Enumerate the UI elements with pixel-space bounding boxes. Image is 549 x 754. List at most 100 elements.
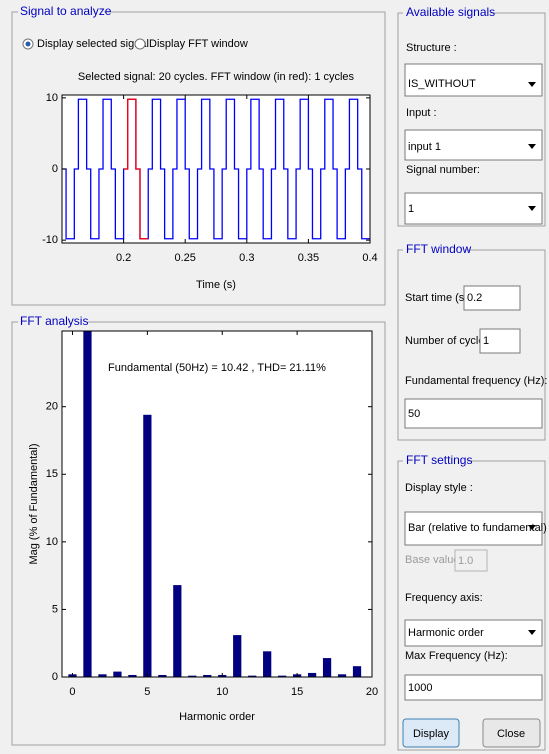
- text-input[interactable]: [404, 398, 543, 429]
- label: Base value:: [405, 554, 462, 566]
- input-value: 50: [408, 408, 420, 420]
- panel-title: FFT window: [406, 242, 471, 256]
- title-gap: [403, 454, 467, 468]
- chart-title: Selected signal: 20 cycles. FFT window (…: [78, 71, 355, 83]
- bar: [98, 674, 107, 677]
- input-value: 1.0: [458, 555, 473, 567]
- y-tick-label: 0: [52, 671, 58, 683]
- label: Number of cycles:: [405, 335, 493, 347]
- bar: [307, 672, 317, 677]
- input-value: 1000: [408, 682, 432, 694]
- text-input[interactable]: [479, 328, 521, 354]
- bar: [128, 674, 137, 677]
- plot-area: [62, 331, 372, 677]
- label: Frequency axis:: [405, 592, 483, 604]
- radio-label[interactable]: Display selected signal: [37, 38, 149, 50]
- axes-box: [61, 330, 373, 678]
- y-tick-label: -10: [42, 234, 58, 246]
- bar: [248, 675, 257, 677]
- dropdown-arrow: [528, 525, 536, 530]
- dropdown[interactable]: [404, 63, 543, 97]
- label: Display style :: [405, 482, 473, 494]
- button-label[interactable]: Display: [413, 728, 450, 740]
- button-label[interactable]: Close: [497, 728, 525, 740]
- x-tick-label: 0: [69, 686, 75, 698]
- signal-line: [62, 98, 370, 240]
- bar: [233, 635, 242, 677]
- signal-plot: 0.2 0.25 0.3 0.35 0.4 -10 0 10 Selected signal: …: [42, 71, 378, 291]
- y-tick-label: 10: [46, 536, 58, 548]
- plot-clip: [62, 98, 370, 240]
- y-tick-label: 0: [52, 163, 58, 175]
- panel-title: Available signals: [406, 5, 495, 19]
- panel-title: Signal to analyze: [20, 4, 112, 18]
- x-axis-label: Harmonic order: [179, 711, 255, 723]
- panel-frame: [397, 249, 546, 441]
- panel-frame: [11, 11, 386, 306]
- dropdown-value: Bar (relative to fundamental): [408, 522, 547, 534]
- chart-title: Fundamental (50Hz) = 10.42 , THD= 21.11%: [108, 362, 326, 374]
- button[interactable]: [482, 718, 541, 748]
- dropdown-arrow: [528, 144, 536, 149]
- bar: [188, 675, 197, 677]
- bar: [263, 651, 272, 677]
- bar: [173, 585, 182, 677]
- dropdown-value: 1: [408, 203, 414, 215]
- text-input[interactable]: [463, 285, 521, 311]
- signal-line: [123, 98, 149, 240]
- bar: [203, 674, 212, 677]
- bar: [322, 658, 332, 677]
- dropdown[interactable]: [404, 129, 543, 161]
- dropdown-arrow: [528, 82, 536, 87]
- dropdown[interactable]: [404, 192, 543, 225]
- label: Input :: [406, 107, 437, 119]
- x-tick-label: 15: [291, 686, 303, 698]
- title-gap: [18, 5, 104, 19]
- y-tick-label: 20: [46, 401, 58, 413]
- label: Max Frequency (Hz):: [405, 650, 508, 662]
- label: Structure :: [406, 42, 457, 54]
- bar: [337, 674, 347, 677]
- x-tick-label: 0.35: [298, 252, 319, 264]
- bar: [113, 671, 122, 677]
- input-value: 1: [483, 335, 489, 347]
- label: Start time (s):: [405, 292, 471, 304]
- dropdown-arrow: [528, 630, 536, 635]
- input-value: 0.2: [467, 292, 482, 304]
- x-tick-label: 20: [366, 686, 378, 698]
- dropdown-value: input 1: [408, 141, 441, 153]
- y-tick-label: 10: [46, 92, 58, 104]
- radio-label[interactable]: Display FFT window: [149, 38, 248, 50]
- title-gap: [18, 315, 88, 329]
- x-tick-label: 0.4: [362, 252, 377, 264]
- fft-plot: 0 5 10 15 20 0 5 10 15 20 Fundamental (50Hz) = 10.…: [28, 330, 378, 723]
- panel-title: FFT settings: [406, 453, 472, 467]
- bar: [143, 414, 152, 677]
- x-tick-label: 5: [144, 686, 150, 698]
- label: Fundamental frequency (Hz):: [405, 375, 547, 387]
- x-tick-label: 0.3: [239, 252, 254, 264]
- dropdown[interactable]: [404, 511, 543, 546]
- y-tick-label: 5: [52, 603, 58, 615]
- y-tick-label: 15: [46, 468, 58, 480]
- dropdown-value: IS_WITHOUT: [408, 78, 476, 90]
- button[interactable]: [402, 718, 460, 748]
- x-axis-label: Time (s): [196, 279, 236, 291]
- radio-dot: [25, 41, 31, 47]
- y-axis-label: Mag (% of Fundamental): [28, 443, 40, 564]
- label: Signal number:: [406, 164, 480, 176]
- dropdown-arrow: [528, 206, 536, 211]
- panel-title: FFT analysis: [20, 314, 88, 328]
- panel-frame: [11, 321, 386, 746]
- bar: [352, 666, 362, 677]
- title-gap: [403, 243, 465, 257]
- text-input[interactable]: [404, 674, 543, 701]
- radio[interactable]: [134, 38, 146, 50]
- x-tick-label: 10: [216, 686, 228, 698]
- bar: [158, 674, 167, 677]
- dropdown-value: Harmonic order: [408, 627, 484, 639]
- dropdown[interactable]: [404, 619, 543, 647]
- title-gap: [403, 6, 491, 20]
- x-tick-label: 0.2: [116, 252, 131, 264]
